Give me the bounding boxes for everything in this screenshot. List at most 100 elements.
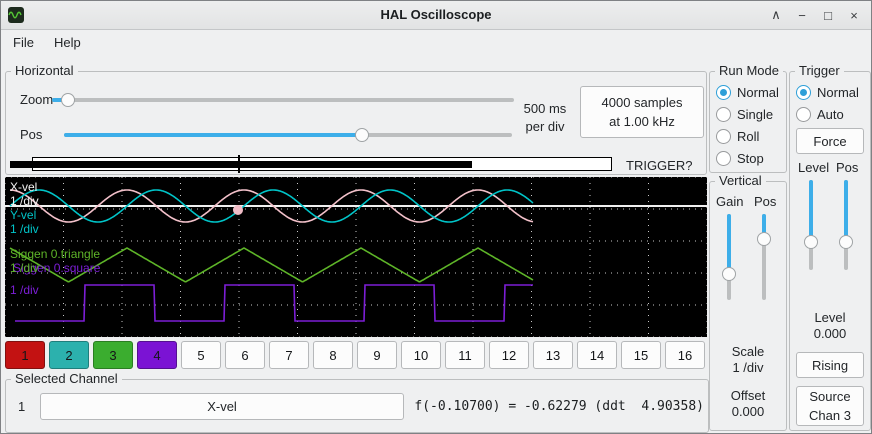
trigger-level-knob[interactable] <box>804 235 818 249</box>
selected-channel-group: Selected Channel 1 X-vel f(-0.10700) = -… <box>5 371 709 433</box>
rising-button[interactable]: Rising <box>796 352 864 378</box>
scope-label-triangle-div: 1 /div <box>10 261 39 275</box>
samples-line2: at 1.00 kHz <box>609 114 675 129</box>
scope-label-square: Siggen 0.square <box>13 261 101 275</box>
slider-fill <box>844 180 848 242</box>
radio-label: Stop <box>737 150 764 166</box>
slider-fill <box>64 133 362 137</box>
gain-label: Gain <box>716 194 744 209</box>
channel-button-1[interactable]: 1 <box>5 341 45 369</box>
trigger-level-readout-label: Level <box>814 310 846 325</box>
zoom-slider[interactable] <box>52 93 514 107</box>
scope-display[interactable]: X-vel 1 /div Y-vel 1 /div Siggen 0.trian… <box>5 177 707 337</box>
channel-button-14[interactable]: 14 <box>577 341 617 369</box>
trigger-level-slider[interactable] <box>804 180 818 270</box>
scope-label-xvel-div: 1 /div <box>10 194 39 208</box>
force-button[interactable]: Force <box>796 128 864 154</box>
channel-button-6[interactable]: 6 <box>225 341 265 369</box>
channel-button-5[interactable]: 5 <box>181 341 221 369</box>
record-position-bar[interactable] <box>10 155 612 173</box>
channel-button-3[interactable]: 3 <box>93 341 133 369</box>
vertical-pos-slider[interactable] <box>757 214 771 300</box>
trigger-pos-knob[interactable] <box>839 235 853 249</box>
offset-value: 0.000 <box>731 404 765 419</box>
radio-icon <box>796 84 811 100</box>
channel-button-12[interactable]: 12 <box>489 341 529 369</box>
radio-icon <box>796 106 811 122</box>
source-button[interactable]: Source Chan 3 <box>796 386 864 426</box>
source-line2: Chan 3 <box>809 408 851 423</box>
window-title: HAL Oscilloscope <box>380 7 492 22</box>
radio-icon <box>716 150 731 166</box>
run-mode-group: Run Mode Normal Single Roll Stop <box>709 63 787 173</box>
slider-fill <box>727 214 731 274</box>
zoom-label: Zoom <box>20 92 54 107</box>
zoom-slider-knob[interactable] <box>61 93 75 107</box>
trigger-group: Trigger Normal Auto Force Level Pos Leve… <box>789 63 871 431</box>
gain-slider-knob[interactable] <box>722 267 736 281</box>
run-mode-group-title: Run Mode <box>715 63 783 78</box>
slider-groove <box>52 98 514 102</box>
selected-channel-number: 1 <box>18 399 26 414</box>
trigger-pos-label: Pos <box>836 160 859 175</box>
per-div-text: 500 ms per div <box>514 100 576 136</box>
channel-button-10[interactable]: 10 <box>401 341 441 369</box>
minimize-button[interactable]: − <box>798 7 806 23</box>
menu-help[interactable]: Help <box>53 34 81 50</box>
pos-slider[interactable] <box>64 128 512 142</box>
channel-button-15[interactable]: 15 <box>621 341 661 369</box>
channel-button-16[interactable]: 16 <box>665 341 705 369</box>
per-div-line1: 500 ms <box>523 101 567 116</box>
channel-button-2[interactable]: 2 <box>49 341 89 369</box>
vertical-group-title: Vertical <box>715 173 766 188</box>
maximize-button[interactable]: □ <box>824 7 832 23</box>
scope-canvas <box>5 177 707 337</box>
channel-button-8[interactable]: 8 <box>313 341 353 369</box>
scope-label-yvel-div: 1 /div <box>10 222 39 236</box>
run-mode-option-stop[interactable]: Stop <box>716 150 764 166</box>
radio-icon <box>716 128 731 144</box>
radio-label: Auto <box>817 106 844 122</box>
trigger-position-tick <box>238 155 240 173</box>
vertical-pos-slider-knob[interactable] <box>757 232 771 246</box>
window-controls: ∧ − □ × <box>769 1 861 29</box>
channel-button-7[interactable]: 7 <box>269 341 309 369</box>
source-line1: Source <box>809 389 851 404</box>
trigger-option-normal[interactable]: Normal <box>796 84 859 100</box>
pos-slider-knob[interactable] <box>355 128 369 142</box>
radio-label: Normal <box>817 84 859 100</box>
titlebar[interactable]: HAL Oscilloscope ∧ − □ × <box>1 1 871 30</box>
run-mode-option-single[interactable]: Single <box>716 106 773 122</box>
slider-groove <box>762 214 766 300</box>
run-mode-option-normal[interactable]: Normal <box>716 84 779 100</box>
samples-button[interactable]: 4000 samples at 1.00 kHz <box>580 86 704 138</box>
trigger-option-auto[interactable]: Auto <box>796 106 844 122</box>
menu-file[interactable]: File <box>13 34 34 50</box>
radio-icon <box>716 84 731 100</box>
trigger-level-label: Level <box>798 160 830 175</box>
channel-readout: f(-0.10700) = -0.62279 (ddt 4.90358) <box>414 399 704 414</box>
channel-button-4[interactable]: 4 <box>137 341 177 369</box>
channel-name-button[interactable]: X-vel <box>40 393 404 420</box>
radio-icon <box>716 106 731 122</box>
gain-slider[interactable] <box>722 214 736 300</box>
radio-label: Normal <box>737 84 779 100</box>
trigger-pos-slider[interactable] <box>839 180 853 270</box>
channel-button-9[interactable]: 9 <box>357 341 397 369</box>
trigger-group-title: Trigger <box>795 63 844 78</box>
channel-button-11[interactable]: 11 <box>445 341 485 369</box>
channel-button-13[interactable]: 13 <box>533 341 573 369</box>
offset-label: Offset <box>730 388 766 403</box>
shade-button[interactable]: ∧ <box>771 7 781 22</box>
trigger-level-readout-value: 0.000 <box>813 326 847 341</box>
close-button[interactable]: × <box>850 7 858 23</box>
trigger-question-label: TRIGGER? <box>626 158 693 173</box>
scope-label-yvel: Y-vel <box>10 208 37 222</box>
slider-fill <box>52 98 68 102</box>
radio-label: Roll <box>737 128 760 144</box>
run-mode-option-roll[interactable]: Roll <box>716 128 759 144</box>
vertical-pos-label: Pos <box>754 194 777 209</box>
scope-label-xvel: X-vel <box>10 180 38 194</box>
radio-label: Single <box>737 106 774 122</box>
